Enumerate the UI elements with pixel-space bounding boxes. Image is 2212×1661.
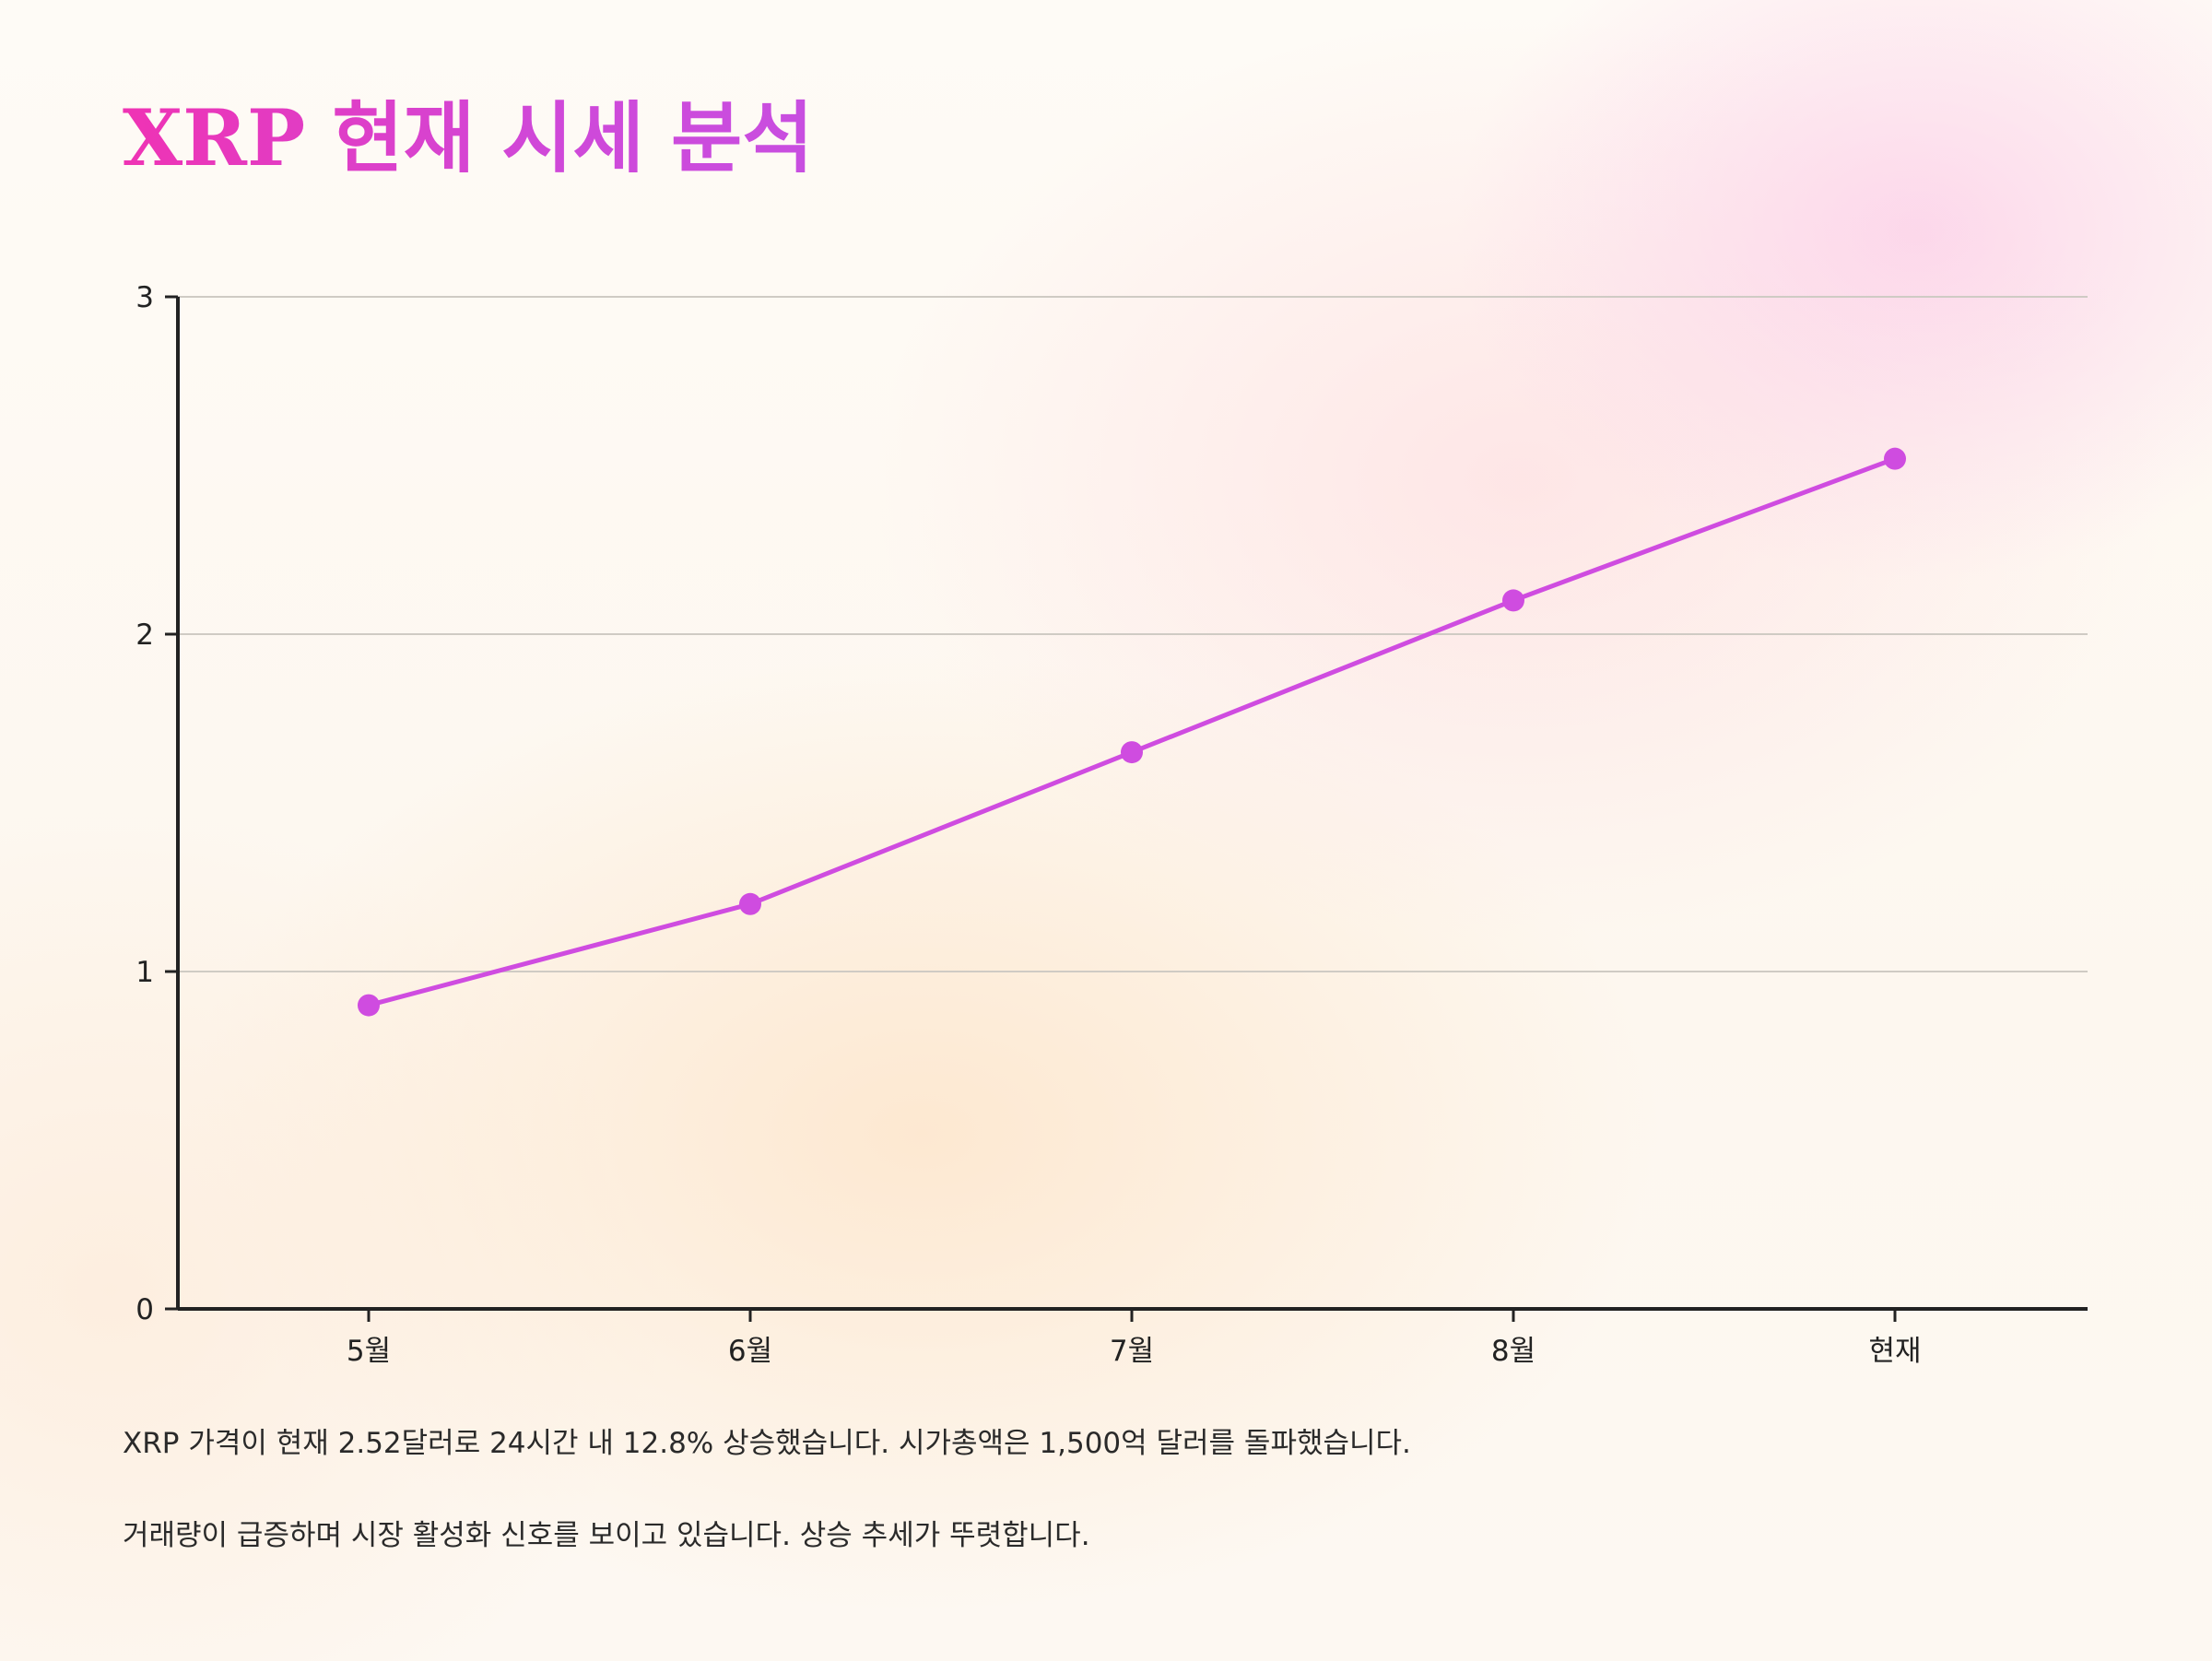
price-series	[358, 447, 1906, 1017]
y-tick-label: 0	[135, 1293, 154, 1326]
summary-paragraph-2: 거래량이 급증하며 시장 활성화 신호를 보이고 있습니다. 상승 추세가 뚜렷…	[123, 1519, 1090, 1552]
summary-paragraph-1: XRP 가격이 현재 2.52달러로 24시간 내 12.8% 상승했습니다. …	[123, 1427, 1411, 1460]
x-tick-label: 현재	[1868, 1335, 1921, 1368]
y-tick-labels: 0 1 2 3	[135, 281, 178, 1326]
y-tick-label: 2	[135, 618, 154, 652]
data-point	[739, 892, 761, 915]
y-tick-label: 1	[135, 956, 154, 989]
page-title: XRP 현재 시세 분석	[123, 92, 814, 183]
grid-lines	[178, 296, 2088, 972]
x-tick-labels: 5월 6월 7월 8월 현재	[347, 1309, 1922, 1368]
data-point	[358, 994, 380, 1017]
x-tick-label: 8월	[1491, 1335, 1535, 1368]
x-tick-label: 7월	[1110, 1335, 1154, 1368]
x-tick-label: 5월	[347, 1335, 391, 1368]
data-point	[1502, 589, 1524, 612]
axes	[176, 297, 2088, 1311]
x-tick-label: 6월	[728, 1335, 772, 1368]
data-point	[1121, 741, 1143, 764]
series-line	[366, 456, 1898, 1008]
data-point	[1884, 447, 1906, 470]
y-tick-label: 3	[135, 281, 154, 314]
price-line-chart: 0 1 2 3 5월 6월 7월 8월 현재	[135, 281, 2088, 1368]
